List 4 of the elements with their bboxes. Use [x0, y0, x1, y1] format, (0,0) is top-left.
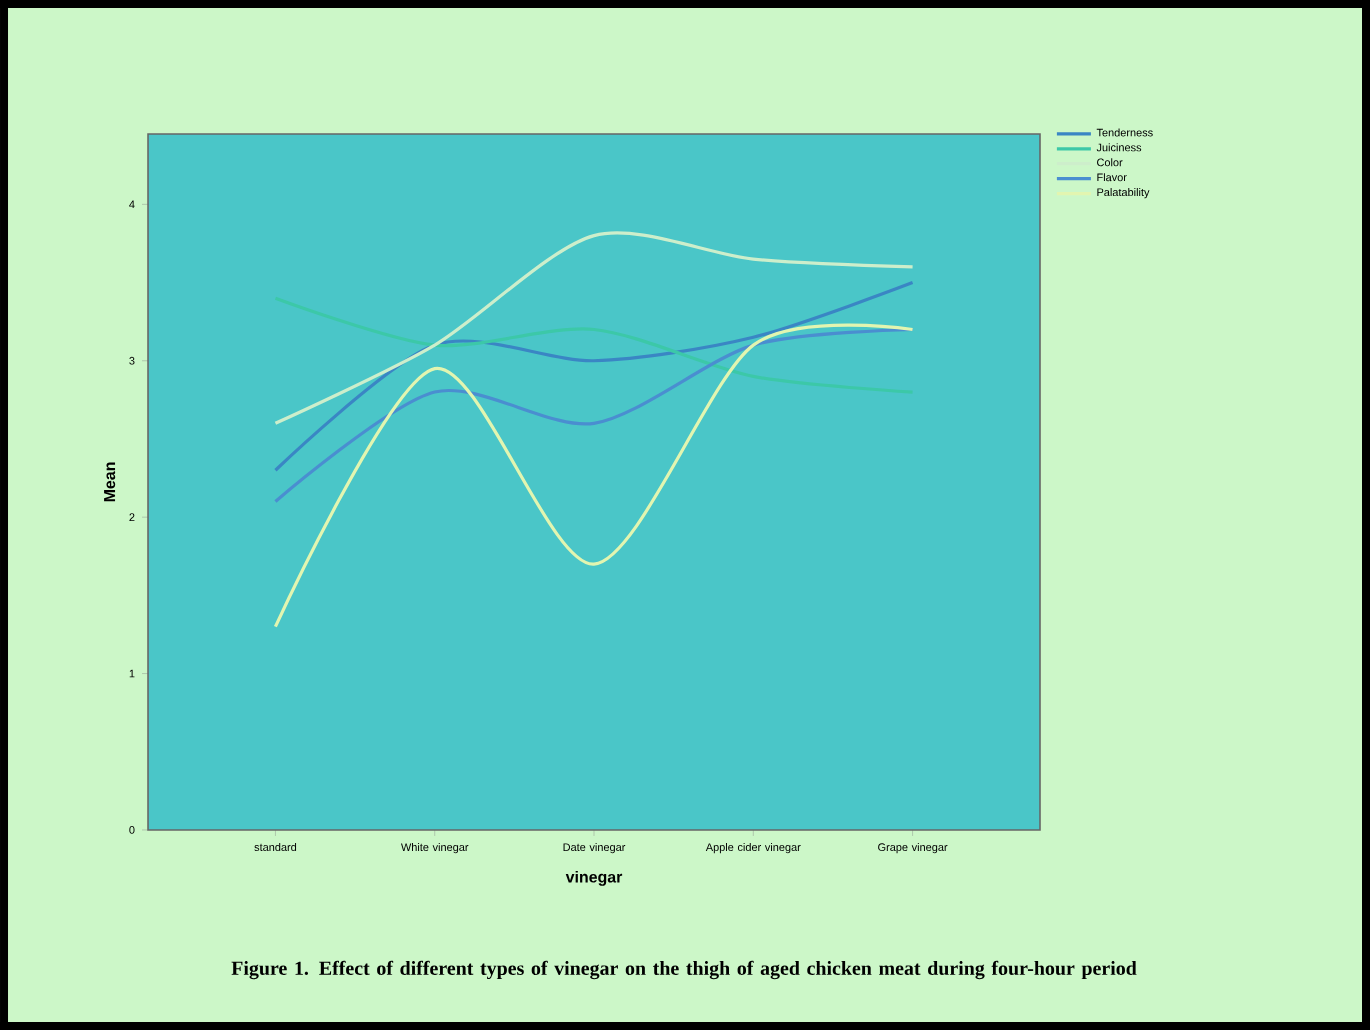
- caption: Figure 1. Effect of different types of vinegar on the thigh of aged chicken meat during four-hour period: [231, 960, 1137, 980]
- line-series: [273, 327, 915, 504]
- line-series: [273, 296, 915, 394]
- line-series: [273, 280, 915, 472]
